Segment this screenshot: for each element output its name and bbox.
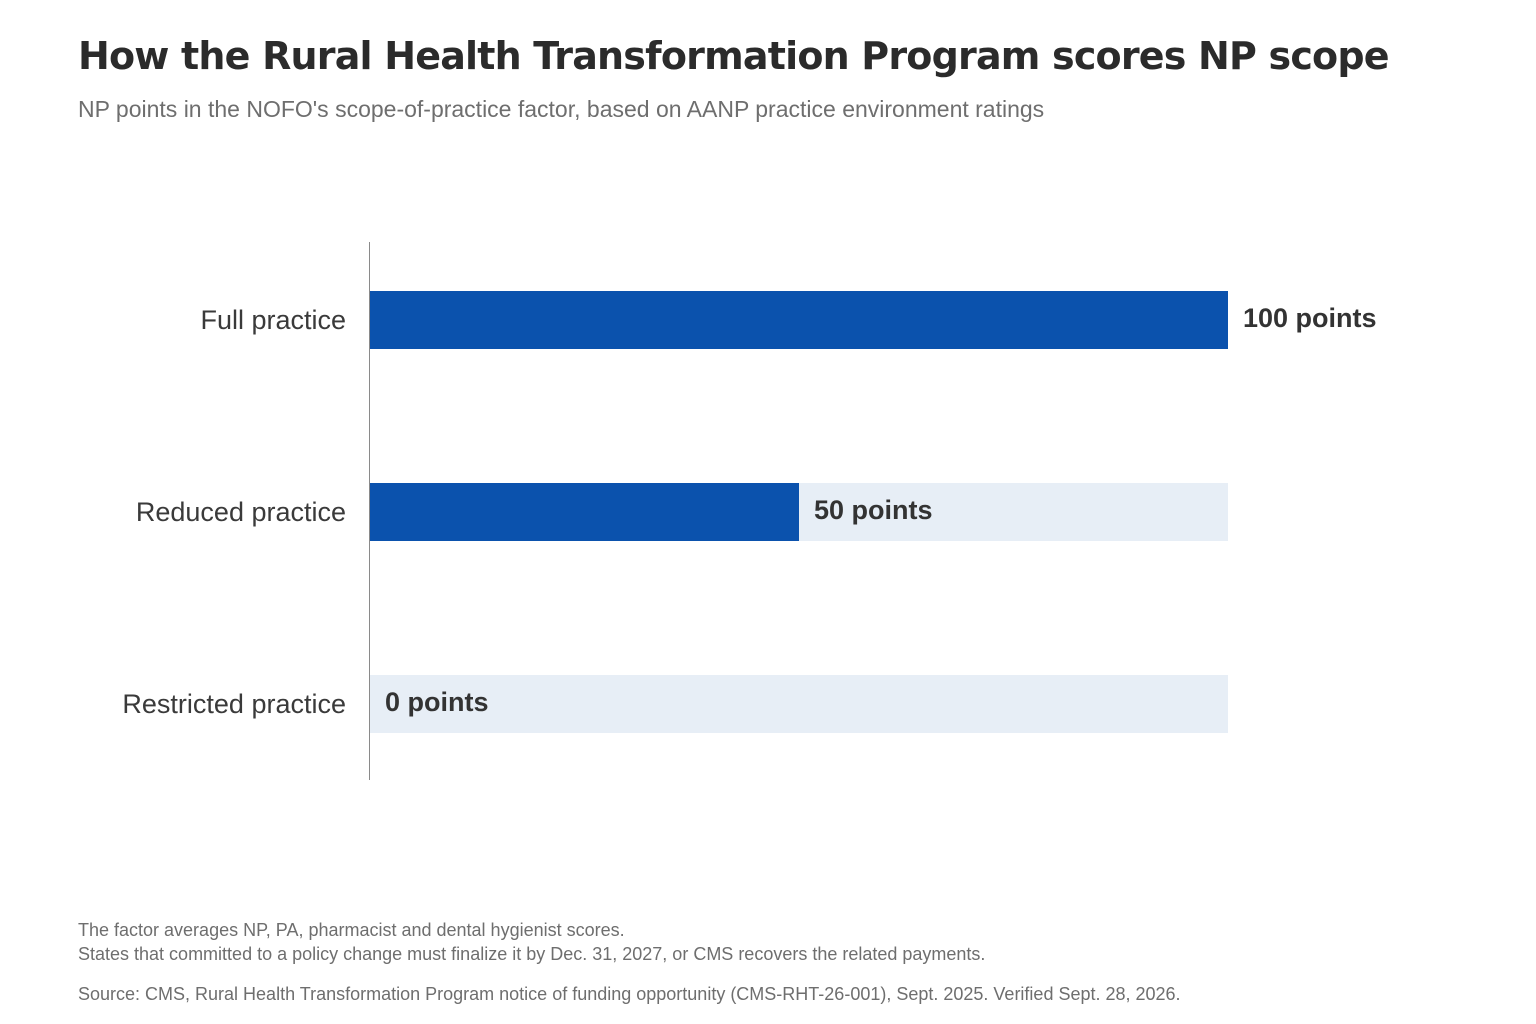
value-label: 50 points xyxy=(814,495,933,525)
category-label: Reduced practice xyxy=(136,497,346,527)
chart-subtitle: NP points in the NOFO's scope-of-practic… xyxy=(78,96,1045,122)
footnote-1: The factor averages NP, PA, pharmacist a… xyxy=(78,920,625,940)
footnote-2: States that committed to a policy change… xyxy=(78,944,986,964)
chart-title: How the Rural Health Transformation Prog… xyxy=(78,34,1390,78)
category-label: Full practice xyxy=(200,305,346,335)
bar-full-practice xyxy=(370,291,1228,349)
value-label: 100 points xyxy=(1243,303,1377,333)
category-label: Restricted practice xyxy=(122,689,346,719)
source-note: Source: CMS, Rural Health Transformation… xyxy=(78,984,1181,1004)
bar-track xyxy=(370,675,1228,733)
bar-reduced-practice xyxy=(370,483,799,541)
value-label: 0 points xyxy=(385,687,489,717)
